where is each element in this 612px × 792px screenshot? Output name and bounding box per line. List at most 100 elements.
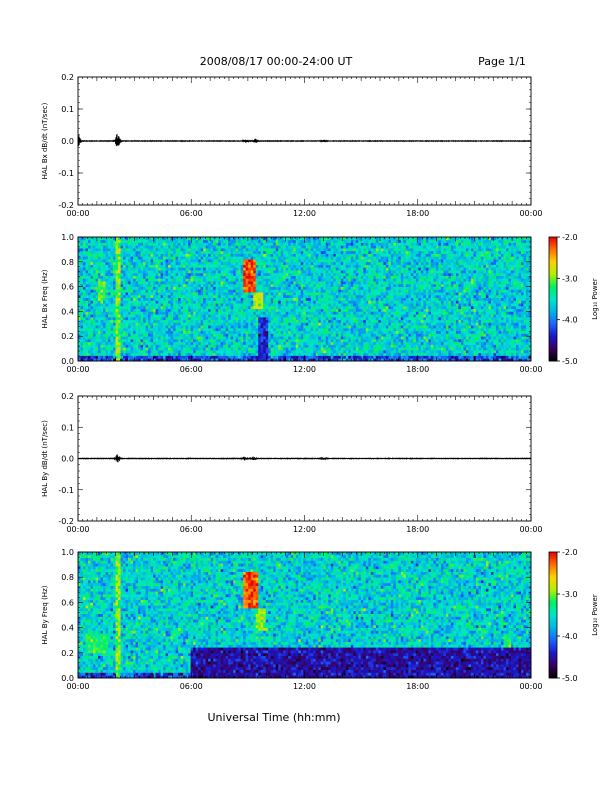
spectrogram-cell xyxy=(103,256,106,260)
spectrogram-cell xyxy=(90,327,94,332)
spectrogram-cell xyxy=(308,248,312,252)
spectrogram-cell xyxy=(78,341,81,345)
spectrogram-cell xyxy=(243,336,247,340)
spectrogram-cell xyxy=(293,358,297,362)
spectrogram-cell xyxy=(85,316,89,321)
spectrogram-cell xyxy=(95,272,99,276)
spectrogram-cell xyxy=(218,300,222,304)
spectrogram-cell xyxy=(198,300,202,304)
spectrogram-cell xyxy=(325,272,329,276)
spectrogram-cell xyxy=(188,286,192,290)
spectrogram-cell xyxy=(323,355,327,359)
spectrogram-cell xyxy=(108,341,111,345)
spectrogram-cell xyxy=(153,292,156,296)
spectrogram-cell xyxy=(240,347,244,351)
spectrogram-cell xyxy=(245,286,249,290)
spectrogram-cell xyxy=(303,270,307,274)
spectrogram-cell xyxy=(108,250,111,254)
spectrogram-cell xyxy=(220,289,224,293)
spectrogram-cell xyxy=(195,314,199,318)
spectrogram-cell xyxy=(238,311,242,315)
spectrogram-cell xyxy=(308,253,312,257)
spectrogram-cell xyxy=(243,338,247,343)
spectrogram-cell xyxy=(270,358,274,362)
spectrogram-cell xyxy=(83,256,86,260)
spectrogram-cell xyxy=(215,341,219,345)
spectrogram-cell xyxy=(85,283,89,287)
spectrogram-cell xyxy=(298,289,302,293)
spectrogram-cell xyxy=(188,245,192,249)
spectrogram-cell xyxy=(275,275,279,279)
spectrogram-cell xyxy=(100,294,104,299)
spectrogram-cell xyxy=(335,261,339,265)
spectrogram-cell xyxy=(300,308,304,312)
spectrogram-cell xyxy=(88,292,91,296)
spectrogram-cell xyxy=(238,352,242,356)
spectrogram-cell xyxy=(318,250,322,254)
spectrogram-cell xyxy=(325,264,329,268)
spectrogram-cell xyxy=(213,267,217,271)
spectrogram-cell xyxy=(190,272,194,276)
spectrogram-cell xyxy=(285,341,289,345)
spectrogram-cell xyxy=(333,237,337,241)
spectrogram-cell xyxy=(198,314,202,318)
spectrogram-cell xyxy=(178,349,182,354)
spectrogram-cell xyxy=(160,250,164,254)
spectrogram-cell xyxy=(80,259,84,263)
spectrogram-cell xyxy=(233,275,237,279)
spectrogram-cell xyxy=(113,289,116,293)
spectrogram-cell xyxy=(100,297,104,301)
spectrogram-cell xyxy=(268,281,272,285)
spectrogram-cell xyxy=(235,239,239,243)
spectrogram-cell xyxy=(198,256,202,260)
spectrogram-cell xyxy=(178,272,182,276)
spectrogram-cell xyxy=(203,305,207,310)
spectrogram-cell xyxy=(263,272,267,276)
spectrogram-cell xyxy=(105,327,109,332)
spectrogram-cell xyxy=(213,344,217,348)
spectrogram-cell xyxy=(178,297,182,301)
spectrogram-cell xyxy=(268,327,272,332)
spectrogram-cell xyxy=(218,256,222,260)
spectrogram-cell xyxy=(105,286,109,290)
spectrogram-cell xyxy=(220,250,224,254)
spectrogram-cell xyxy=(148,355,151,359)
spectrogram-cell xyxy=(130,347,134,351)
spectrogram-cell xyxy=(93,248,96,252)
spectrogram-cell xyxy=(163,322,166,326)
spectrogram-cell xyxy=(213,264,217,268)
spectrogram-cell xyxy=(333,250,337,254)
spectrogram-cell xyxy=(313,349,317,354)
spectrogram-cell xyxy=(293,308,297,312)
spectrogram-cell xyxy=(165,347,169,351)
spectrogram-cell xyxy=(253,305,257,310)
spectrogram-cell xyxy=(133,322,136,326)
spectrogram-cell xyxy=(265,267,269,271)
spectrogram-cell xyxy=(298,286,302,290)
spectrogram-cell xyxy=(283,242,287,246)
spectrogram-cell xyxy=(88,259,91,263)
spectrogram-cell xyxy=(160,311,164,315)
spectrogram-cell xyxy=(268,245,272,249)
spectrogram-cell xyxy=(200,292,204,296)
spectrogram-cell xyxy=(185,319,189,323)
spectrogram-cell xyxy=(98,278,101,282)
spectrogram-cell xyxy=(108,292,111,296)
spectrogram-cell xyxy=(105,275,109,279)
spectrogram-cell xyxy=(133,319,136,323)
spectrogram-cell xyxy=(150,261,154,265)
spectrogram-cell xyxy=(205,338,209,343)
spectrogram-cell xyxy=(308,245,312,249)
spectrogram-cell xyxy=(158,259,161,263)
spectrogram-cell xyxy=(238,294,242,299)
spectrogram-cell xyxy=(138,289,141,293)
spectrogram-cell xyxy=(95,349,99,354)
spectrogram-cell xyxy=(240,281,244,285)
spectrogram-cell xyxy=(335,237,339,241)
spectrogram-cell xyxy=(195,344,199,348)
spectrogram-cell xyxy=(195,281,199,285)
spectrogram-cell xyxy=(225,242,229,246)
spectrogram-cell xyxy=(198,325,202,329)
spectrogram-cell xyxy=(83,286,86,290)
spectrogram-cell xyxy=(290,300,294,304)
